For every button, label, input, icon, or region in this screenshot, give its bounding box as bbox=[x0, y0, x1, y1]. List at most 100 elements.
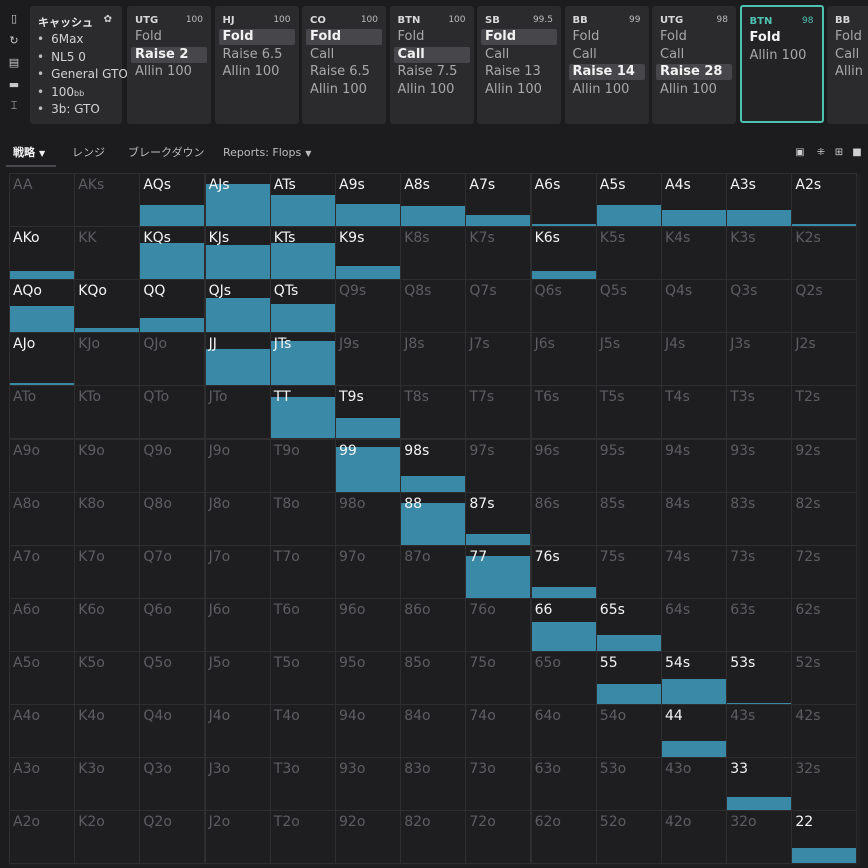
hand-cell[interactable]: Q2o bbox=[139, 810, 206, 865]
hand-cell[interactable]: AKo bbox=[9, 226, 75, 281]
hand-cell[interactable]: T6s bbox=[530, 385, 597, 440]
hand-cell[interactable]: 85o bbox=[400, 650, 467, 705]
hand-cell[interactable]: T7o bbox=[269, 544, 336, 599]
hand-cell[interactable]: T8o bbox=[269, 491, 336, 546]
hand-cell[interactable]: QJs bbox=[204, 279, 271, 334]
hand-cell[interactable]: Q5s bbox=[595, 279, 662, 334]
hand-cell[interactable]: J5s bbox=[595, 332, 662, 387]
action-option[interactable]: Fold bbox=[660, 29, 687, 44]
action-option[interactable]: Fold bbox=[572, 29, 600, 44]
hand-cell[interactable]: A4s bbox=[661, 173, 727, 227]
hand-cell[interactable]: K8s bbox=[400, 226, 467, 281]
hand-cell[interactable]: J9s bbox=[335, 332, 401, 387]
hand-cell[interactable]: T9s bbox=[335, 385, 401, 440]
hand-cell[interactable]: 95s bbox=[595, 438, 662, 493]
hand-cell[interactable]: 65s bbox=[595, 597, 662, 652]
action-option[interactable]: Raise 7.5 bbox=[397, 64, 458, 79]
hand-cell[interactable]: Q6s bbox=[530, 279, 597, 334]
hand-cell[interactable]: 94o bbox=[335, 704, 401, 758]
hand-cell[interactable]: K5s bbox=[595, 226, 662, 281]
position-card-bb[interactable]: BB 99 Fold Call Raise 14 Allin 100 bbox=[564, 6, 649, 124]
action-option[interactable]: Allin 100 bbox=[397, 81, 455, 97]
hand-cell[interactable]: T8s bbox=[400, 385, 467, 440]
hand-cell[interactable]: 87s bbox=[465, 491, 532, 546]
hand-cell[interactable]: J7o bbox=[204, 544, 271, 599]
hand-cell[interactable]: Q7o bbox=[139, 544, 206, 599]
hand-cell[interactable]: KQo bbox=[74, 279, 141, 334]
tab-4[interactable]: Reports: Flops ▼ bbox=[223, 139, 311, 167]
hand-cell[interactable]: J6s bbox=[530, 332, 597, 387]
hand-cell[interactable]: ATo bbox=[9, 385, 75, 440]
hand-cell[interactable]: JTs bbox=[269, 332, 336, 387]
hand-cell[interactable]: J4s bbox=[661, 332, 727, 387]
hand-cell[interactable]: J6o bbox=[204, 597, 271, 652]
hand-cell[interactable]: 74s bbox=[661, 544, 727, 599]
hand-cell[interactable]: 84s bbox=[661, 491, 727, 546]
gear-icon[interactable]: ✿ bbox=[103, 14, 112, 25]
hand-cell[interactable]: 43o bbox=[661, 757, 727, 812]
action-option[interactable]: Call bbox=[393, 46, 470, 63]
refresh-icon[interactable]: ↻ bbox=[9, 33, 19, 47]
hand-cell[interactable]: 94s bbox=[661, 438, 727, 493]
hand-cell[interactable]: K5o bbox=[74, 650, 141, 705]
hand-cell[interactable]: ATs bbox=[269, 173, 336, 227]
hand-cell[interactable]: 64s bbox=[661, 597, 727, 652]
hand-cell[interactable]: KTo bbox=[74, 385, 141, 440]
hand-cell[interactable]: A5s bbox=[595, 173, 662, 227]
position-card-btn[interactable]: BTN 98 Fold Allin 100 bbox=[739, 5, 824, 123]
action-option[interactable]: Allin 100 bbox=[749, 47, 807, 63]
action-option[interactable]: Fold bbox=[397, 29, 425, 44]
hand-cell[interactable]: 82s bbox=[791, 491, 858, 546]
action-option[interactable]: Raise 28 bbox=[656, 64, 732, 80]
hand-cell[interactable]: J4o bbox=[204, 704, 271, 758]
grid-view-icon[interactable]: ⊞ bbox=[834, 146, 844, 158]
hand-cell[interactable]: 76o bbox=[465, 597, 532, 652]
save-icon[interactable]: ▤ bbox=[8, 55, 20, 69]
hand-cell[interactable]: AJs bbox=[204, 173, 271, 227]
hand-cell[interactable]: 62o bbox=[530, 810, 597, 865]
hand-cell[interactable]: 64o bbox=[530, 704, 597, 758]
hand-cell[interactable]: 55 bbox=[595, 650, 662, 705]
action-option[interactable]: Fold bbox=[306, 29, 382, 45]
hand-cell[interactable]: A9s bbox=[335, 173, 401, 227]
hand-cell[interactable]: QTs bbox=[269, 279, 336, 334]
hand-cell[interactable]: AJo bbox=[9, 332, 75, 387]
hand-cell[interactable]: Q4o bbox=[139, 704, 206, 758]
hand-cell[interactable]: 33 bbox=[726, 757, 793, 812]
hand-cell[interactable]: 97s bbox=[465, 438, 532, 493]
hand-cell[interactable]: A3s bbox=[726, 173, 793, 227]
hand-cell[interactable]: QTo bbox=[139, 385, 206, 440]
action-option[interactable]: Fold bbox=[481, 29, 557, 45]
hand-cell[interactable]: K6o bbox=[74, 597, 141, 652]
hand-cell[interactable]: QJo bbox=[139, 332, 206, 387]
position-card-utg[interactable]: UTG 98 Fold Call Raise 28 Allin 100 bbox=[652, 6, 736, 124]
position-card-btn[interactable]: BTN 100 Fold Call Raise 7.5 Allin 100 bbox=[389, 6, 474, 124]
hand-cell[interactable]: A6s bbox=[530, 173, 597, 227]
position-card-sb[interactable]: SB 99.5 Fold Call Raise 13 Allin 100 bbox=[477, 6, 561, 124]
hand-cell[interactable]: K9s bbox=[335, 226, 401, 281]
hand-cell[interactable]: KJo bbox=[74, 332, 141, 387]
hand-cell[interactable]: K3o bbox=[74, 757, 141, 812]
hand-cell[interactable]: 72s bbox=[791, 544, 858, 599]
hand-cell[interactable]: AQo bbox=[9, 279, 75, 334]
action-option[interactable]: Allin 100 bbox=[485, 81, 542, 97]
tab-3[interactable]: ブレークダウン bbox=[128, 139, 205, 167]
hand-cell[interactable]: JJ bbox=[204, 332, 271, 387]
hand-cell[interactable]: K7o bbox=[74, 544, 141, 599]
action-option[interactable]: Call bbox=[572, 46, 597, 62]
hand-cell[interactable]: A8o bbox=[9, 491, 75, 546]
hand-cell[interactable]: 74o bbox=[465, 704, 532, 758]
hand-cell[interactable]: 93o bbox=[335, 757, 401, 812]
hand-cell[interactable]: 63s bbox=[726, 597, 793, 652]
position-card-utg[interactable]: UTG 100 Fold Raise 2 Allin 100 bbox=[127, 6, 211, 124]
hand-cell[interactable]: 86s bbox=[530, 491, 597, 546]
hand-cell[interactable]: 75o bbox=[465, 650, 532, 705]
hand-cell[interactable]: T4o bbox=[269, 704, 336, 758]
hand-cell[interactable]: T3o bbox=[269, 757, 336, 812]
hand-cell[interactable]: A4o bbox=[9, 704, 75, 758]
hand-cell[interactable]: T4s bbox=[661, 385, 727, 440]
action-option[interactable]: Allin 100 bbox=[222, 64, 280, 79]
hand-cell[interactable]: 53s bbox=[726, 650, 793, 705]
hand-cell[interactable]: K4o bbox=[74, 704, 141, 758]
action-option[interactable]: Fold bbox=[835, 29, 862, 44]
